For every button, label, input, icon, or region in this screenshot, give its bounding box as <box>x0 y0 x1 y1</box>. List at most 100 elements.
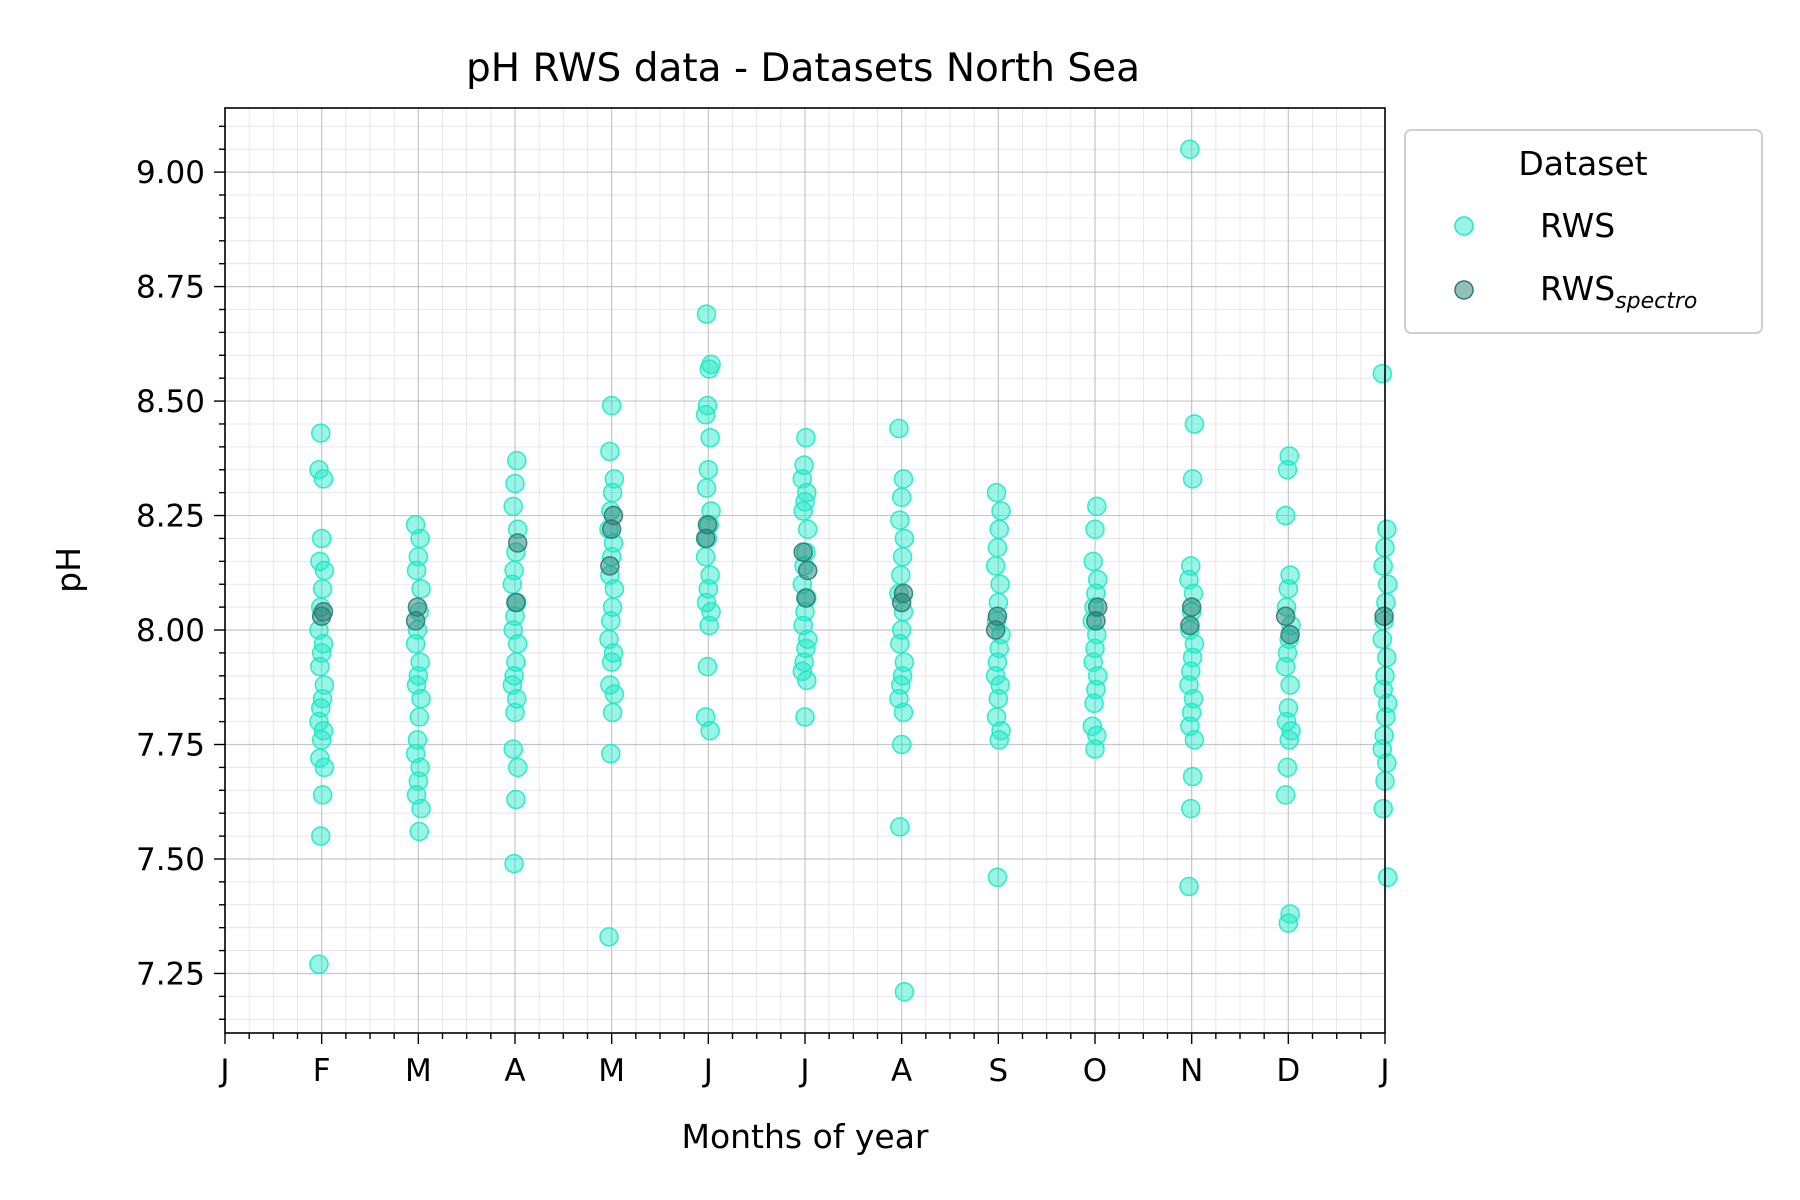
x-tick-label: M <box>598 1053 625 1089</box>
point-rws-spectro <box>1181 597 1202 617</box>
point-rws <box>1279 446 1299 466</box>
legend-label-rws-spectro: RWSspectro <box>1540 269 1697 314</box>
x-tick-label: A <box>504 1053 525 1089</box>
point-rws <box>1087 496 1107 517</box>
point-rws <box>890 817 910 837</box>
point-rws-spectro <box>1280 624 1300 645</box>
point-rws <box>601 395 622 416</box>
point-rws <box>411 579 431 599</box>
point-rws <box>503 496 523 517</box>
legend-marker-rws-spectro <box>1454 280 1474 300</box>
point-rws <box>700 427 720 448</box>
point-rws <box>311 423 331 443</box>
point-rws <box>1373 798 1393 819</box>
point-rws <box>1083 551 1103 572</box>
point-rws <box>314 675 335 695</box>
point-rws <box>990 675 1010 695</box>
y-tick-label: 8.25 <box>136 499 205 535</box>
point-rws <box>604 684 625 704</box>
point-rws <box>701 354 721 375</box>
point-rws <box>1082 716 1103 736</box>
point-rws-spectro <box>313 601 334 622</box>
point-rws <box>985 556 1006 576</box>
point-rws <box>506 789 526 810</box>
point-rws-spectro <box>697 514 718 535</box>
chart-title: pH RWS data - Datasets North Sea <box>466 46 1140 91</box>
point-rws <box>314 560 335 581</box>
point-rws <box>991 501 1011 521</box>
point-rws-spectro <box>797 560 818 581</box>
point-rws-spectro <box>893 583 914 604</box>
point-rws <box>505 473 525 494</box>
y-axis-label: pH <box>49 547 88 593</box>
point-rws-spectro <box>793 542 813 562</box>
point-rws <box>697 395 718 416</box>
point-rws <box>407 730 428 750</box>
point-rws <box>504 853 524 874</box>
point-rws <box>310 748 330 768</box>
point-rws <box>314 757 335 778</box>
point-rws <box>986 707 1007 727</box>
x-axis-label: Months of year <box>681 1117 928 1156</box>
x-tick-label: A <box>891 1053 912 1089</box>
x-tick-label: J <box>218 1053 229 1089</box>
point-rws <box>313 469 334 489</box>
point-rws <box>600 441 620 462</box>
y-tick-label: 7.25 <box>136 956 205 992</box>
point-rws <box>313 721 334 741</box>
point-rws <box>1087 569 1108 590</box>
point-rws-spectro <box>600 556 620 576</box>
y-tick-label: 8.75 <box>136 270 205 306</box>
point-rws <box>311 528 332 549</box>
y-tick-label: 8.00 <box>136 613 205 649</box>
legend: Dataset RWS RWSspectro <box>1404 129 1763 334</box>
point-rws <box>894 982 915 1002</box>
point-rws <box>1377 647 1397 668</box>
point-rws <box>1377 519 1397 540</box>
legend-label-rws-spectro-main: RWS <box>1540 269 1615 308</box>
point-rws <box>504 560 524 581</box>
point-rws <box>797 519 818 540</box>
point-rws <box>1372 629 1393 649</box>
point-rws <box>602 702 623 723</box>
point-rws <box>1280 675 1300 695</box>
series-rws <box>309 139 1398 1002</box>
point-rws <box>796 427 816 448</box>
point-rws <box>1275 785 1296 805</box>
point-rws <box>987 537 1008 558</box>
legend-box <box>1404 129 1763 334</box>
point-rws-spectro <box>1275 606 1296 627</box>
point-rws <box>698 460 719 480</box>
point-rws <box>891 565 911 585</box>
y-axis: 7.25 7.50 7.75 8.00 8.25 8.50 8.75 9.00 <box>136 125 225 1020</box>
point-rws <box>894 528 915 549</box>
point-rws-spectro <box>1180 615 1200 636</box>
point-rws <box>604 469 625 489</box>
point-rws <box>1372 363 1393 384</box>
point-rws <box>696 478 717 498</box>
x-tick-label: O <box>1083 1053 1107 1089</box>
point-rws <box>696 304 717 324</box>
point-rws <box>891 487 912 507</box>
point-rws <box>695 547 716 567</box>
point-rws <box>602 597 623 617</box>
point-rws <box>1374 725 1394 746</box>
legend-title: Dataset <box>1518 144 1647 183</box>
point-rws <box>310 551 330 572</box>
point-rws <box>1377 867 1398 888</box>
y-tick-label: 7.50 <box>136 842 205 878</box>
point-rws <box>987 867 1008 888</box>
point-rws <box>507 450 527 471</box>
point-rws <box>1278 698 1299 718</box>
point-rws <box>892 547 913 567</box>
point-rws <box>1181 556 1201 576</box>
point-rws <box>1373 556 1393 576</box>
x-tick-label: J <box>798 1053 809 1089</box>
x-tick-label: S <box>988 1053 1008 1089</box>
point-rws <box>309 954 329 975</box>
point-rws <box>1087 725 1107 746</box>
point-rws-spectro <box>1374 606 1394 627</box>
point-rws <box>795 707 815 727</box>
point-rws <box>1280 565 1300 585</box>
